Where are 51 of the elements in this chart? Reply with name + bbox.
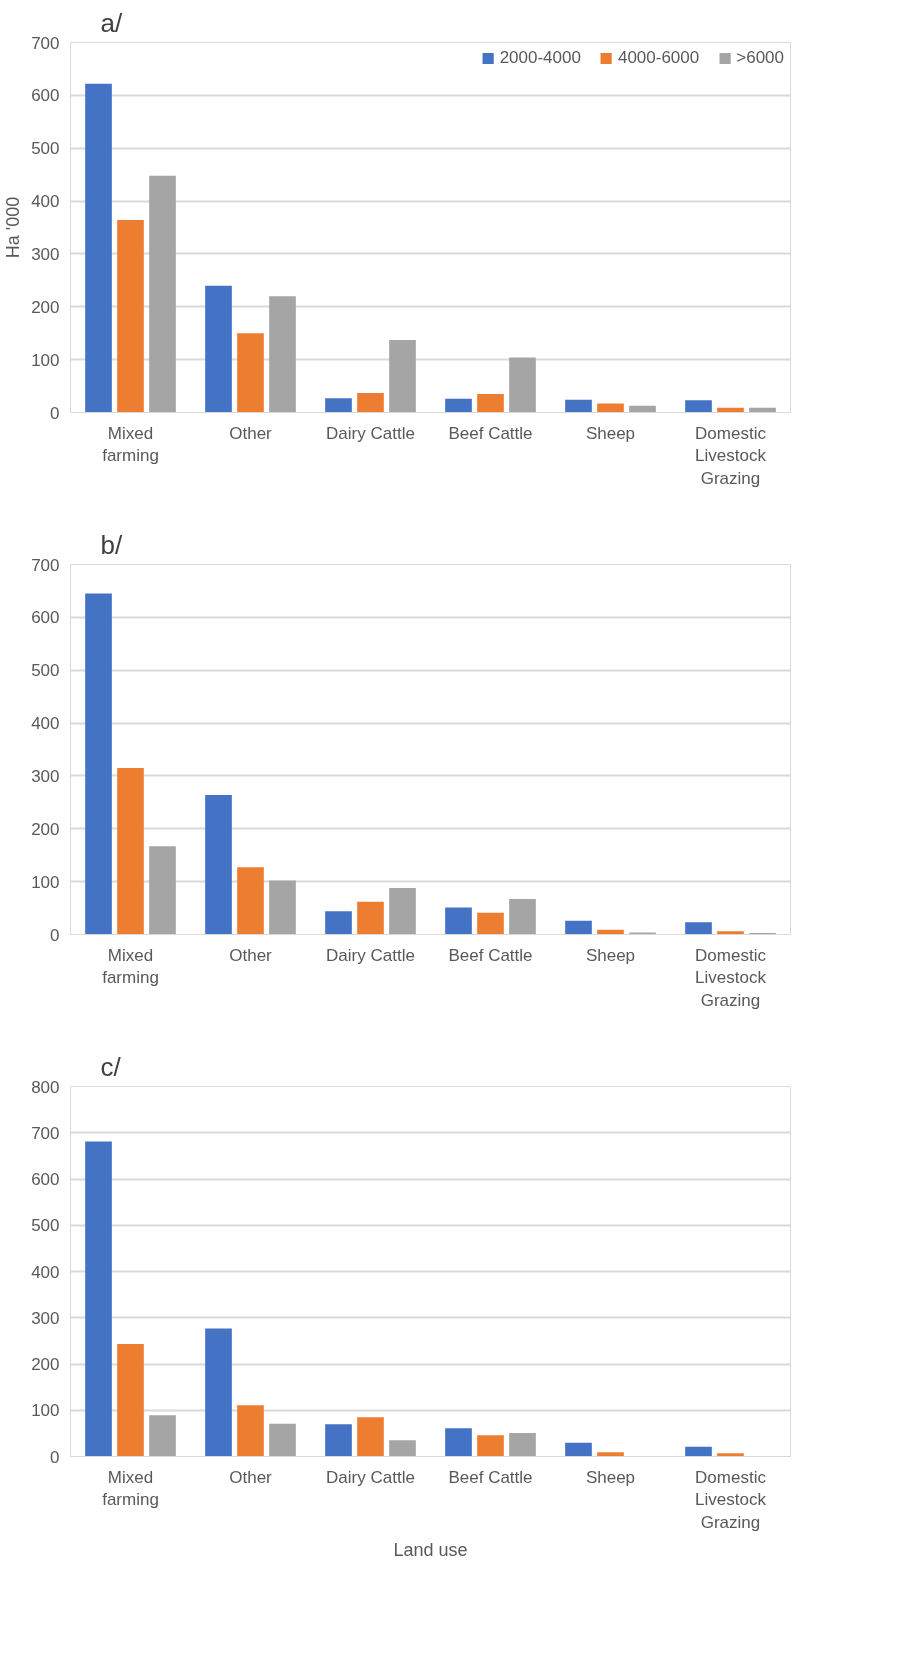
x-tick-label: Mixed farming <box>102 1467 159 1510</box>
y-tick-label: 200 <box>31 297 60 317</box>
x-tick-label: Sheep <box>585 1467 636 1487</box>
y-tick-label: 500 <box>31 661 60 681</box>
x-tick-label: Other <box>229 423 273 443</box>
y-tick-label: 700 <box>31 33 60 53</box>
y-tick-label: 0 <box>50 403 60 423</box>
y-tick-label: 300 <box>31 1308 60 1328</box>
legend-label: 2000-4000 <box>499 48 581 68</box>
x-tick-label: Beef Cattle <box>448 945 533 965</box>
x-tick-label: Dairy Cattle <box>326 423 415 443</box>
y-axis-title: Ha '000 <box>3 196 24 259</box>
y-tick-label: 800 <box>31 1077 60 1097</box>
y-tick-label: 600 <box>31 86 60 106</box>
y-tick-label: 300 <box>31 766 60 786</box>
y-tick-label: 400 <box>31 192 60 212</box>
y-tick-label: 700 <box>31 1123 60 1143</box>
x-tick-label: Beef Cattle <box>448 423 533 443</box>
y-tick-label: 0 <box>50 1447 60 1467</box>
y-tick-label: 500 <box>31 1216 60 1236</box>
chart-title: a/ <box>100 7 123 38</box>
y-tick-label: 400 <box>31 1262 60 1282</box>
y-tick-label: 100 <box>31 872 60 892</box>
x-tick-label: Sheep <box>585 945 636 965</box>
y-tick-label: 300 <box>31 244 60 264</box>
x-tick-label: Mixed farming <box>102 945 159 988</box>
y-tick-label: 200 <box>31 819 60 839</box>
chart-title: c/ <box>100 1051 122 1082</box>
x-tick-label: Domestic Livestock Grazing <box>695 945 767 1011</box>
x-tick-label: Dairy Cattle <box>326 1467 415 1487</box>
x-tick-label: Domestic Livestock Grazing <box>695 423 767 489</box>
y-tick-label: 600 <box>31 608 60 628</box>
y-tick-label: 500 <box>31 139 60 159</box>
x-tick-label: Mixed farming <box>102 423 159 466</box>
x-tick-label: Other <box>229 945 273 965</box>
x-axis-title: Land use <box>393 1540 468 1561</box>
y-tick-label: 600 <box>31 1170 60 1189</box>
legend-label: 4000-6000 <box>617 48 700 68</box>
chart-title: b/ <box>100 529 123 560</box>
x-tick-label: Beef Cattle <box>448 1467 533 1487</box>
legend-label: >6000 <box>736 48 784 68</box>
y-tick-label: 200 <box>31 1355 60 1374</box>
x-tick-label: Sheep <box>585 423 636 443</box>
x-tick-label: Dairy Cattle <box>326 945 415 965</box>
x-tick-label: Other <box>229 1467 273 1487</box>
y-tick-label: 100 <box>31 350 60 370</box>
y-tick-label: 700 <box>31 555 60 575</box>
y-tick-label: 400 <box>31 714 60 734</box>
y-tick-label: 0 <box>50 925 60 945</box>
y-tick-label: 100 <box>31 1401 60 1421</box>
x-tick-label: Domestic Livestock Grazing <box>695 1467 767 1533</box>
